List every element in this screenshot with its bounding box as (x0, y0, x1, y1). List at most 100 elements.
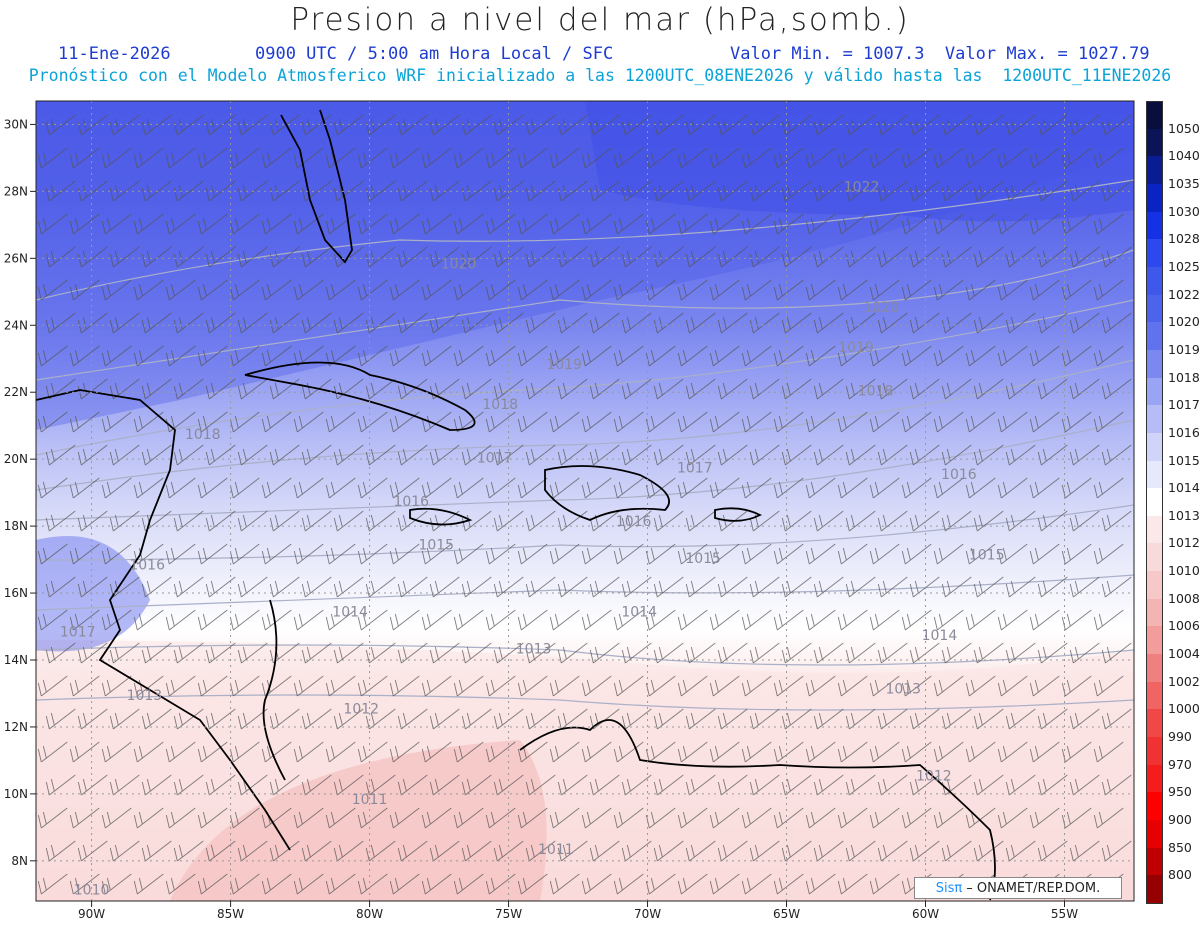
wind-barb (493, 576, 524, 598)
wind-barb (269, 774, 300, 796)
wind-barb (525, 114, 556, 136)
wind-barb (397, 840, 428, 862)
wind-barb (77, 774, 108, 796)
wind-barb (709, 873, 740, 895)
colorbar-label: 1035 (1168, 175, 1200, 191)
central-america-coast (36, 389, 291, 851)
wind-barb (717, 246, 748, 268)
wind-barb (1029, 807, 1060, 829)
wind-barb (749, 840, 780, 862)
contour-label: 1020 (863, 300, 899, 316)
wind-barb (101, 279, 132, 301)
wind-barb (1101, 114, 1132, 136)
lat-tick-label: 28N (4, 184, 28, 198)
wind-barb (717, 576, 748, 598)
wind-barb (709, 213, 740, 235)
chart-title: Presion a nivel del mar (hPa,somb.) (290, 2, 910, 38)
wind-barb (549, 543, 580, 565)
wind-barb (77, 708, 108, 730)
wind-barb (549, 213, 580, 235)
wind-barb (909, 180, 940, 202)
wind-barb (165, 147, 196, 169)
wind-barb (709, 741, 740, 763)
colorbar-segment (1146, 183, 1163, 212)
wind-barb (69, 477, 100, 499)
wind-barb (1061, 543, 1092, 565)
colorbar-label: 1013 (1168, 507, 1200, 523)
wind-barb (845, 774, 876, 796)
wind-barb (1029, 543, 1060, 565)
contour-label: 1014 (332, 604, 368, 620)
wind-barb (621, 840, 652, 862)
wind-barb (813, 378, 844, 400)
wind-barb (653, 510, 684, 532)
wind-barb (525, 312, 556, 334)
wind-barb (69, 873, 100, 895)
wind-barb (1069, 114, 1100, 136)
wind-barb (837, 411, 868, 433)
colorbar-segment (1146, 764, 1163, 793)
wind-barb (389, 741, 420, 763)
wind-barb (901, 345, 932, 367)
wind-barb (357, 675, 388, 697)
wind-barb (677, 279, 708, 301)
wind-barb (229, 477, 260, 499)
wind-barb (869, 543, 900, 565)
wind-barb (453, 279, 484, 301)
wind-barb (205, 708, 236, 730)
wind-barb (429, 180, 460, 202)
wind-barb (837, 345, 868, 367)
wind-barb (109, 246, 140, 268)
wind-barb (941, 246, 972, 268)
colorbar-segment (1146, 626, 1163, 655)
wind-barb (613, 147, 644, 169)
wind-barb (461, 246, 492, 268)
wind-barb (325, 279, 356, 301)
wind-barb (1069, 642, 1100, 664)
wind-barb (325, 741, 356, 763)
wind-barb (613, 543, 644, 565)
wind-barb (549, 279, 580, 301)
wind-barb (1069, 576, 1100, 598)
wind-barb (165, 675, 196, 697)
colorbar-label: 1014 (1168, 480, 1200, 496)
wind-barb (1061, 807, 1092, 829)
wind-barb (621, 114, 652, 136)
wind-barb (1037, 708, 1068, 730)
wind-barb (453, 213, 484, 235)
wind-barb (741, 807, 772, 829)
wind-barb (965, 213, 996, 235)
wind-barb (261, 873, 292, 895)
contour-label: 1013 (885, 681, 921, 697)
wind-barb (365, 510, 396, 532)
wind-barb (717, 180, 748, 202)
wind-barb (493, 444, 524, 466)
wind-barb (1005, 642, 1036, 664)
wind-barb (845, 840, 876, 862)
wind-barb (869, 675, 900, 697)
wind-barb (877, 576, 908, 598)
wind-barb (1029, 675, 1060, 697)
lat-tick-label: 26N (4, 251, 28, 265)
wind-barb (741, 543, 772, 565)
wind-barb (621, 642, 652, 664)
wind-barb (933, 675, 964, 697)
wind-barb (325, 873, 356, 895)
wind-barb (325, 213, 356, 235)
wind-barb (1037, 774, 1068, 796)
wind-barb (493, 510, 524, 532)
wind-barb (429, 246, 460, 268)
colorbar-top-segment (1146, 101, 1163, 130)
wind-barb (389, 147, 420, 169)
wind-barb (901, 411, 932, 433)
wind-barb (781, 378, 812, 400)
wind-barb (357, 543, 388, 565)
wind-barb (333, 180, 364, 202)
wind-barb (133, 213, 164, 235)
wind-barb (805, 477, 836, 499)
wind-barb (45, 774, 76, 796)
lon-tick-label: 80W (356, 907, 383, 921)
wind-barb (237, 180, 268, 202)
wind-barb (421, 741, 452, 763)
wind-barb (173, 246, 204, 268)
